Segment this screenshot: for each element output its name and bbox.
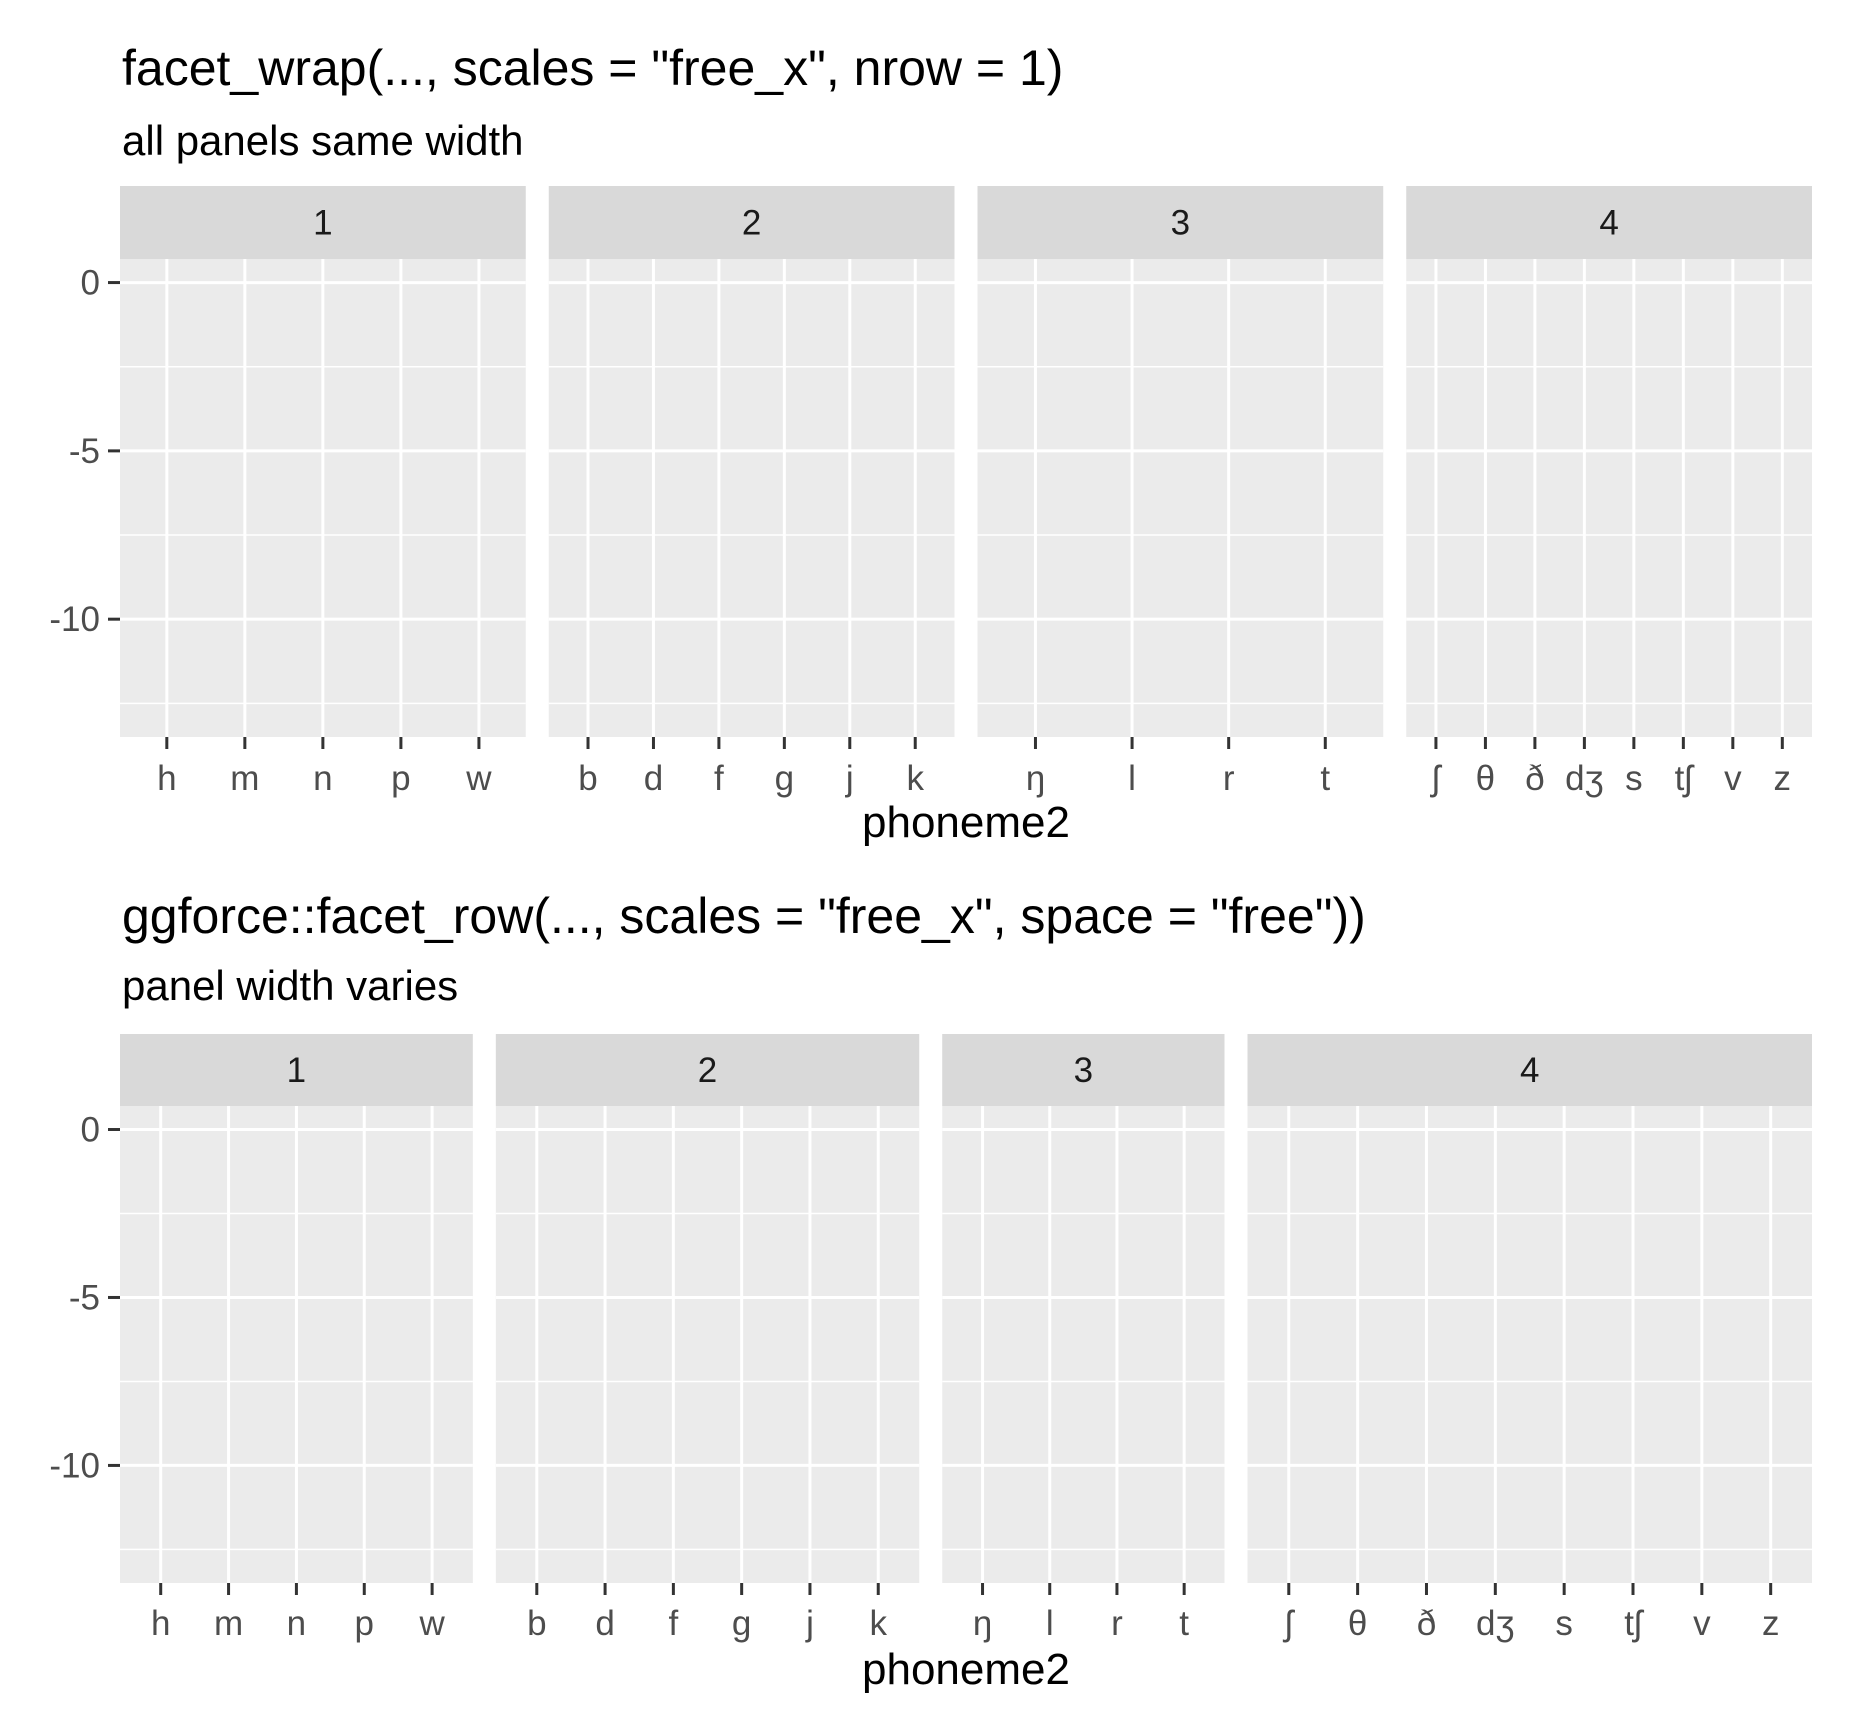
x-tick-label: b (578, 759, 597, 798)
facet-strip-label: 3 (1074, 1051, 1093, 1090)
x-tick-label: l (1128, 759, 1136, 798)
x-tick-label: ŋ (973, 1604, 992, 1643)
x-tick-label: d (644, 759, 663, 798)
chart-1: facet_wrap(..., scales = "free_x", nrow … (49, 40, 1812, 847)
facet-strip (495, 1034, 920, 1106)
facet-panel-2: 2 b d f g j k (495, 1034, 920, 1643)
x-tick-label: p (355, 1604, 374, 1643)
facet-strip (1406, 186, 1812, 259)
x-tick-label: m (214, 1604, 243, 1643)
facet-strip (977, 186, 1384, 259)
x-tick-label: n (287, 1604, 306, 1643)
x-tick-label: θ (1476, 759, 1495, 798)
x-tick-label: ð (1417, 1604, 1436, 1643)
chart-2: ggforce::facet_row(..., scales = "free_x… (49, 888, 1812, 1694)
x-tick-label: f (669, 1604, 679, 1643)
y-tick-label: 0 (81, 264, 100, 303)
x-tick-label: z (1774, 759, 1792, 798)
panel-background (1406, 259, 1812, 737)
x-tick-label: w (465, 759, 492, 798)
facet-strip (120, 1034, 473, 1106)
facet-strip (942, 1034, 1225, 1106)
x-tick-label: s (1625, 759, 1643, 798)
x-tick-label: ŋ (1026, 759, 1045, 798)
x-tick-label: ʃ (1282, 1604, 1296, 1643)
x-tick-label: dʒ (1476, 1604, 1515, 1643)
x-tick-label: k (869, 1604, 887, 1643)
x-tick-label: l (1046, 1604, 1054, 1643)
x-tick-label: b (527, 1604, 546, 1643)
x-tick-label: p (391, 759, 410, 798)
x-tick-label: ʃ (1429, 759, 1443, 798)
facet-strip (548, 186, 955, 259)
x-tick-label: θ (1348, 1604, 1367, 1643)
facet-strip-label: 4 (1520, 1051, 1539, 1090)
facet-strip (1247, 1034, 1812, 1106)
chart-title: ggforce::facet_row(..., scales = "free_x… (122, 888, 1366, 944)
x-tick-label: g (732, 1604, 751, 1643)
chart-subtitle: panel width varies (122, 962, 458, 1009)
x-tick-label: ð (1525, 759, 1544, 798)
facet-strip-label: 1 (313, 204, 332, 243)
y-tick-label: 0 (81, 1111, 100, 1150)
facet-panel-3: 3 ŋ l r t (977, 186, 1384, 798)
x-tick-label: t (1179, 1604, 1189, 1643)
x-tick-label: k (906, 759, 924, 798)
x-tick-label: v (1724, 759, 1742, 798)
x-tick-label: g (775, 759, 794, 798)
x-tick-label: j (805, 1604, 814, 1643)
x-tick-label: h (151, 1604, 170, 1643)
facet-strip-label: 4 (1599, 204, 1618, 243)
facet-strip-label: 2 (742, 204, 761, 243)
x-tick-label: h (157, 759, 176, 798)
y-tick-label: -5 (69, 432, 100, 471)
x-tick-label: tʃ (1675, 759, 1696, 798)
chart-subtitle: all panels same width (122, 117, 524, 164)
facet-panel-2: 2 b d f g j k (548, 186, 955, 798)
panel-background (495, 1106, 920, 1583)
facet-strip (120, 186, 526, 259)
x-axis-title: phoneme2 (862, 1645, 1070, 1694)
facet-panel-4: 4 ʃ θ ð dʒ s tʃ v z (1406, 186, 1812, 798)
x-tick-label: s (1555, 1604, 1573, 1643)
x-tick-label: dʒ (1565, 759, 1604, 798)
x-tick-label: v (1693, 1604, 1711, 1643)
facet-panel-1: 1 h m n p w (120, 1034, 473, 1643)
y-tick-label: -10 (49, 1446, 100, 1485)
facet-panel-1: 1 h m n p w (120, 186, 526, 798)
x-axis-title: phoneme2 (862, 798, 1070, 847)
x-tick-label: tʃ (1624, 1604, 1645, 1643)
facet-strip-label: 2 (698, 1051, 717, 1090)
y-tick-label: -10 (49, 600, 100, 639)
x-tick-label: m (230, 759, 259, 798)
facet-strip-label: 1 (287, 1051, 306, 1090)
chart-title: facet_wrap(..., scales = "free_x", nrow … (122, 40, 1063, 96)
x-tick-label: f (714, 759, 724, 798)
panel-background (1247, 1106, 1812, 1583)
x-tick-label: d (595, 1604, 614, 1643)
panel-background (548, 259, 955, 737)
x-tick-label: w (418, 1604, 445, 1643)
facet-panel-4: 4 ʃ θ ð dʒ s tʃ v z (1247, 1034, 1812, 1643)
facet-panel-3: 3 ŋ l r t (942, 1034, 1225, 1643)
panel-background (942, 1106, 1225, 1583)
panel-background (977, 259, 1384, 737)
x-tick-label: j (845, 759, 854, 798)
y-tick-label: -5 (69, 1278, 100, 1317)
facet-strip-label: 3 (1171, 204, 1190, 243)
x-tick-label: t (1320, 759, 1330, 798)
x-tick-label: n (313, 759, 332, 798)
x-tick-label: r (1111, 1604, 1123, 1643)
x-tick-label: r (1223, 759, 1235, 798)
x-tick-label: z (1762, 1604, 1780, 1643)
